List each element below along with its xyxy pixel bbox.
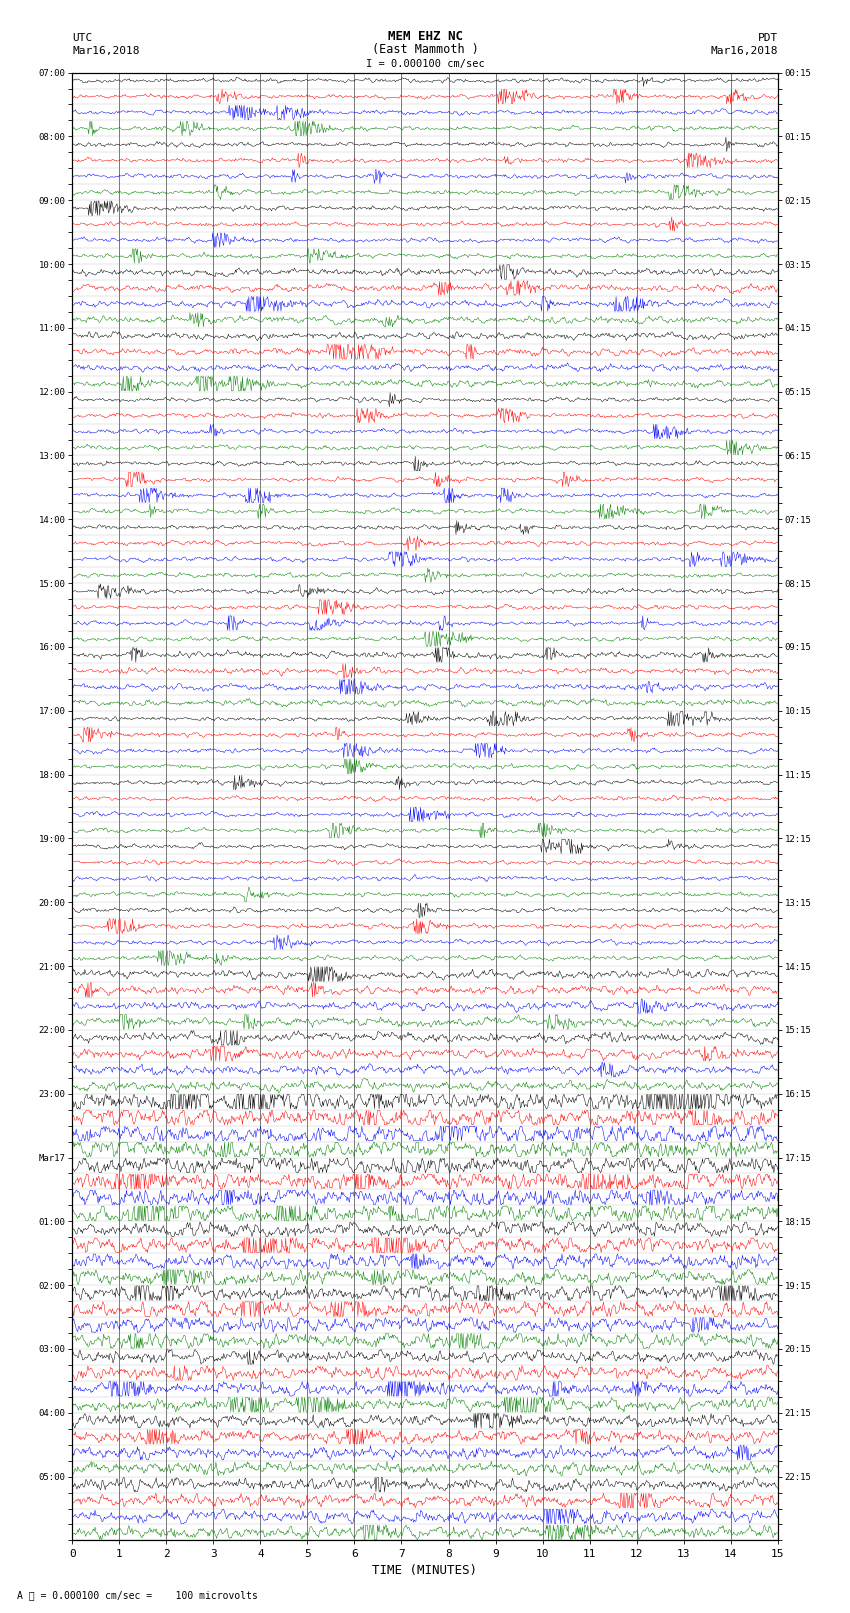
Text: (East Mammoth ): (East Mammoth )	[371, 44, 479, 56]
Text: Mar16,2018: Mar16,2018	[72, 47, 139, 56]
Text: PDT: PDT	[757, 32, 778, 44]
Text: Mar16,2018: Mar16,2018	[711, 47, 778, 56]
Text: UTC: UTC	[72, 32, 93, 44]
X-axis label: TIME (MINUTES): TIME (MINUTES)	[372, 1563, 478, 1576]
Text: MEM EHZ NC: MEM EHZ NC	[388, 29, 462, 44]
Text: I = 0.000100 cm/sec: I = 0.000100 cm/sec	[366, 60, 484, 69]
Text: A ⎳ = 0.000100 cm/sec =    100 microvolts: A ⎳ = 0.000100 cm/sec = 100 microvolts	[17, 1590, 258, 1600]
